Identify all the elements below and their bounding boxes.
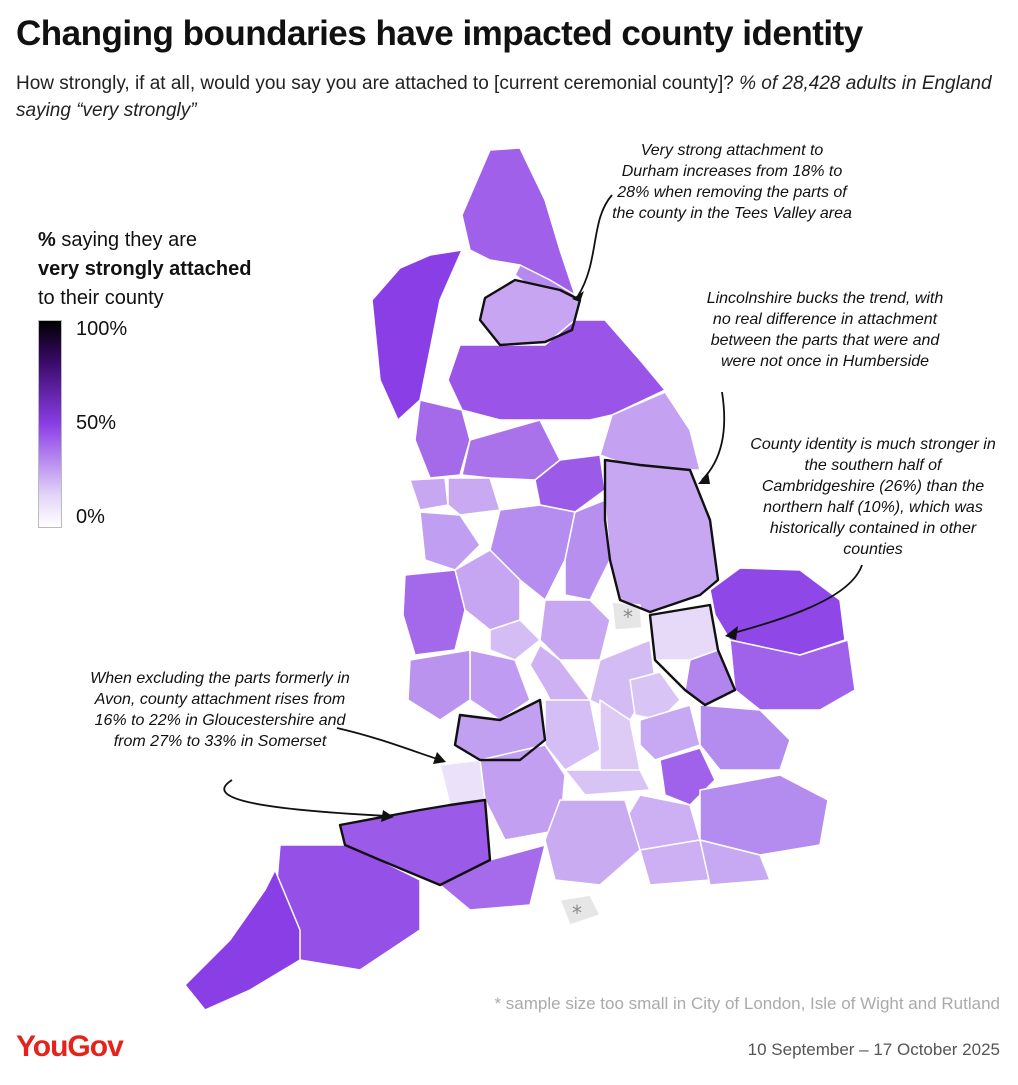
county-east-sussex	[699, 839, 771, 886]
county-cheshire	[419, 511, 481, 571]
yougov-logo: YouGov	[16, 1030, 124, 1063]
legend-tick-50: 50%	[76, 412, 117, 434]
county-north-yorkshire	[447, 319, 666, 421]
legend-title-bold: very strongly attached	[38, 258, 252, 280]
avon-arrow-somerset	[223, 779, 389, 817]
county-berkshire	[564, 769, 651, 796]
legend-title: % saying they are very strongly attached…	[38, 229, 252, 309]
annotation-durham: Very strong attachment to Durham increas…	[612, 142, 852, 222]
county-cornwall	[184, 869, 301, 1011]
chart-title: Changing boundaries have impacted county…	[16, 14, 863, 53]
lincolnshire-arrow	[701, 391, 726, 481]
fieldwork-dates: 10 September – 17 October 2025	[747, 1040, 1000, 1059]
county-lancashire	[414, 399, 471, 479]
durham-arrow	[577, 194, 613, 297]
legend-tick-100: 100%	[76, 318, 128, 340]
county-suffolk	[729, 639, 856, 711]
county-cumbria	[371, 249, 463, 421]
boundary-somerset	[338, 798, 492, 887]
county-hampshire	[544, 799, 641, 886]
footnote: * sample size too small in City of Londo…	[494, 994, 1000, 1013]
county-essex	[699, 704, 791, 771]
annotation-cambridgeshire: County identity is much stronger in the …	[750, 436, 996, 558]
county-isle-of-wight	[559, 894, 601, 926]
annotation-lincolnshire: Lincolnshire bucks the trend, with no re…	[706, 290, 944, 370]
boundary-durham	[478, 278, 582, 347]
subtitle-sample: % of 28,428 adults in England saying “ve…	[16, 73, 992, 121]
county-merseyside	[409, 477, 449, 511]
color-scale-bar	[38, 320, 62, 528]
durham-arrowhead	[572, 291, 584, 302]
annotation-avon: When excluding the parts formerly in Avo…	[90, 670, 350, 750]
chart-subtitle: How strongly, if at all, would you say y…	[16, 70, 1006, 124]
boundary-gloucestershire	[453, 698, 547, 762]
county-shropshire	[402, 569, 466, 656]
rutland-star-marker: *	[623, 605, 633, 629]
avon-arrowhead-gloucestershire	[433, 752, 446, 764]
county-herefordshire	[407, 649, 471, 721]
avon-arrowhead-somerset	[381, 810, 394, 822]
cambridgeshire-arrow	[729, 564, 863, 635]
county-hertfordshire	[639, 704, 701, 761]
county-kent	[699, 774, 829, 856]
county-leicestershire	[539, 599, 611, 661]
isle-of-wight-star-marker: *	[572, 901, 582, 925]
cambridgeshire-arrowhead	[725, 626, 738, 640]
legend-tick-0: 0%	[76, 506, 105, 528]
county-west-midlands	[489, 619, 541, 661]
county-bedfordshire	[629, 671, 681, 721]
county-bristol-avon	[439, 759, 486, 806]
boundary-cambridgeshire	[648, 603, 737, 707]
subtitle-question: How strongly, if at all, would you say y…	[16, 73, 734, 94]
avon-arrow-gloucestershire	[336, 727, 441, 761]
county-greater-manchester	[447, 477, 501, 516]
boundary-lincolnshire	[603, 458, 720, 614]
lincolnshire-arrowhead	[698, 472, 710, 484]
